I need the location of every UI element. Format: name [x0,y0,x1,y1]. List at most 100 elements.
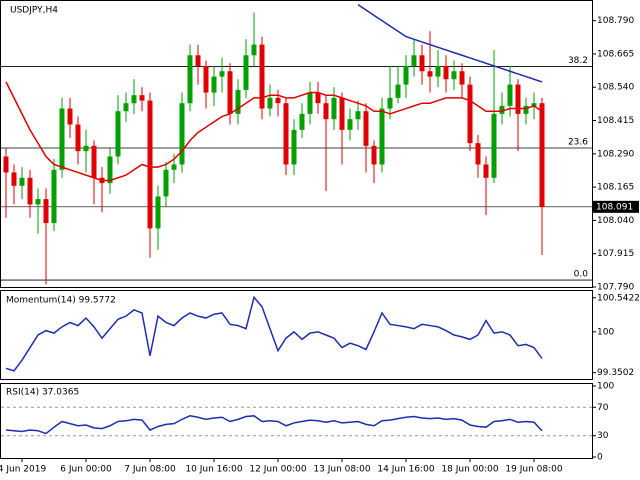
candle-body [115,111,121,157]
candle-body [67,108,73,125]
candle-body [315,92,321,104]
candle-body [259,44,265,109]
momentum-panel-frame [0,290,593,380]
candle-body [211,76,217,93]
x-tick-label: 10 Jun 16:00 [185,465,242,475]
y-tick-label: 108.415 [597,116,634,126]
y-tick-label: 100 [597,327,614,337]
candle-body [307,92,313,114]
y-tick-label: 108.665 [597,49,634,59]
candle-body [179,103,185,165]
y-tick-label: 107.915 [597,249,634,259]
y-tick-label: 100 [597,382,614,392]
candle-body [451,71,457,80]
candle-body [523,105,529,114]
candle-body [131,95,137,104]
candle-body [499,105,505,114]
candle-body [43,199,49,224]
y-tick-label: 108.790 [597,16,634,26]
candle-body [427,71,433,77]
candle-body [187,55,193,104]
candle-body [123,103,129,112]
candle-body [491,113,497,178]
candle-body [275,97,281,104]
candle-body [435,65,441,77]
candle-body [507,84,513,106]
candle-body [539,103,545,207]
x-tick-label: 12 Jun 00:00 [249,465,306,475]
momentum-title: Momentum(14) 99.5772 [6,296,116,306]
candle-body [227,71,233,114]
candle-body [515,84,521,114]
y-tick-label: 100.5422 [597,293,640,303]
candle-body [27,177,33,205]
y-tick-label: 108.290 [597,149,634,159]
candle-body [403,65,409,85]
rsi-panel-frame [0,383,593,459]
candle-body [339,97,345,130]
candle-body [35,199,41,205]
y-tick-label: 70 [597,403,609,413]
candle-body [483,164,489,178]
moving-average [357,4,543,83]
candle-body [267,97,273,109]
candle-body [163,169,169,197]
candle-body [91,145,97,178]
candle-body [299,113,305,130]
candle-body [147,100,153,229]
x-tick-label: 19 Jun 08:00 [505,465,562,475]
candle-body [51,169,57,224]
candle-body [323,103,329,120]
y-tick-label: 30 [597,431,609,441]
y-tick-label: 108.165 [597,183,634,193]
y-tick-label: 108.040 [597,216,634,226]
candle-body [443,65,449,80]
candle-body [475,143,481,165]
rsi-title: RSI(14) 37.0365 [6,388,79,398]
candle-body [371,145,377,165]
candle-body [291,129,297,165]
candle-body [107,156,113,184]
candle-body [419,55,425,72]
candle-body [467,84,473,144]
candle-body [11,172,17,186]
chart-title: USDJPY,H4 [10,6,58,16]
candle-body [155,196,161,229]
candle-body [243,55,249,90]
candle-body [251,44,257,56]
y-tick-label: 0 [597,453,603,463]
x-tick-label: 6 Jun 00:00 [60,465,112,475]
candle-body [19,177,25,186]
candle-body [203,65,209,93]
x-tick-label: 7 Jun 08:00 [124,465,176,475]
indicator-line [5,415,543,435]
fib-label: 38.2 [568,56,588,66]
main-panel-frame [0,0,593,288]
candle-body [411,55,417,66]
candle-body [139,95,145,101]
candle-body [395,84,401,98]
candle-body [235,89,241,114]
x-tick-label: 4 Jun 2019 [0,465,46,475]
y-tick-label: 107.790 [597,283,634,293]
y-tick-label: 108.540 [597,83,634,93]
x-tick-label: 13 Jun 08:00 [313,465,370,475]
candle-body [3,156,9,173]
candle-body [59,108,65,170]
last-price-box [593,200,639,213]
x-tick-label: 18 Jun 00:00 [441,465,498,475]
candle-body [195,55,201,66]
x-tick-label: 14 Jun 16:00 [377,465,434,475]
candle-body [531,103,537,106]
candle-body [387,97,393,109]
candle-body [459,71,465,85]
y-tick-label: 99.3502 [597,368,634,378]
last-price-label: 108.091 [596,202,633,212]
candle-body [171,164,177,170]
candle-body [283,103,289,165]
moving-average [5,81,543,182]
fib-label: 23.6 [568,137,588,147]
